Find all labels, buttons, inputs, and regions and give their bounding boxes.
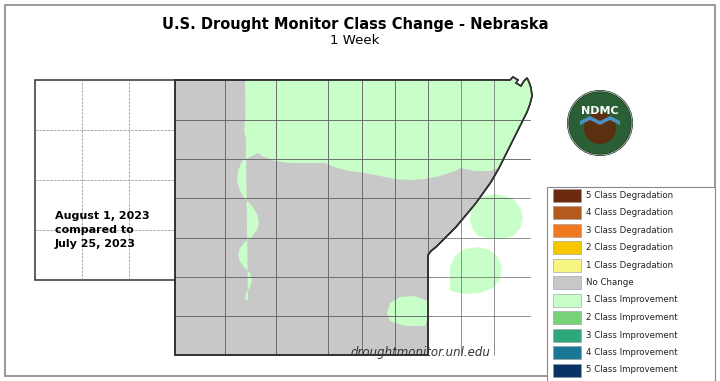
Text: droughtmonitor.unl.edu: droughtmonitor.unl.edu: [350, 346, 490, 359]
Circle shape: [584, 112, 616, 144]
Bar: [553, 276, 581, 289]
Bar: [553, 328, 581, 341]
Text: 1 Class Degradation: 1 Class Degradation: [586, 261, 673, 269]
Polygon shape: [175, 77, 532, 355]
Text: U.S. Drought Monitor Class Change - Nebraska: U.S. Drought Monitor Class Change - Nebr…: [162, 16, 548, 32]
Polygon shape: [580, 116, 620, 125]
Text: 4 Class Degradation: 4 Class Degradation: [586, 208, 673, 217]
Text: No Change: No Change: [586, 278, 634, 287]
Bar: [547, 187, 715, 381]
Text: 4 Class Improvement: 4 Class Improvement: [586, 348, 678, 357]
Polygon shape: [237, 77, 532, 301]
Text: 2 Class Degradation: 2 Class Degradation: [586, 243, 673, 252]
Bar: [35, 80, 175, 280]
Text: 1 Class Improvement: 1 Class Improvement: [586, 296, 678, 304]
Bar: [553, 206, 581, 219]
Circle shape: [568, 91, 632, 155]
Text: 1 Week: 1 Week: [330, 34, 379, 46]
Text: 3 Class Degradation: 3 Class Degradation: [586, 226, 673, 234]
Bar: [553, 241, 581, 254]
Bar: [553, 363, 581, 376]
Bar: [553, 189, 581, 202]
Text: 5 Class Degradation: 5 Class Degradation: [586, 190, 673, 200]
Bar: [553, 258, 581, 272]
Text: August 1, 2023
compared to
July 25, 2023: August 1, 2023 compared to July 25, 2023: [55, 211, 150, 249]
Bar: [553, 224, 581, 237]
Bar: [553, 293, 581, 306]
Text: 5 Class Improvement: 5 Class Improvement: [586, 365, 678, 375]
Text: 2 Class Improvement: 2 Class Improvement: [586, 313, 678, 322]
Polygon shape: [387, 296, 428, 326]
Polygon shape: [470, 194, 523, 239]
Polygon shape: [450, 247, 502, 294]
Bar: [553, 311, 581, 324]
Text: NDMC: NDMC: [581, 106, 618, 116]
Bar: [553, 346, 581, 359]
Text: 3 Class Improvement: 3 Class Improvement: [586, 330, 678, 339]
